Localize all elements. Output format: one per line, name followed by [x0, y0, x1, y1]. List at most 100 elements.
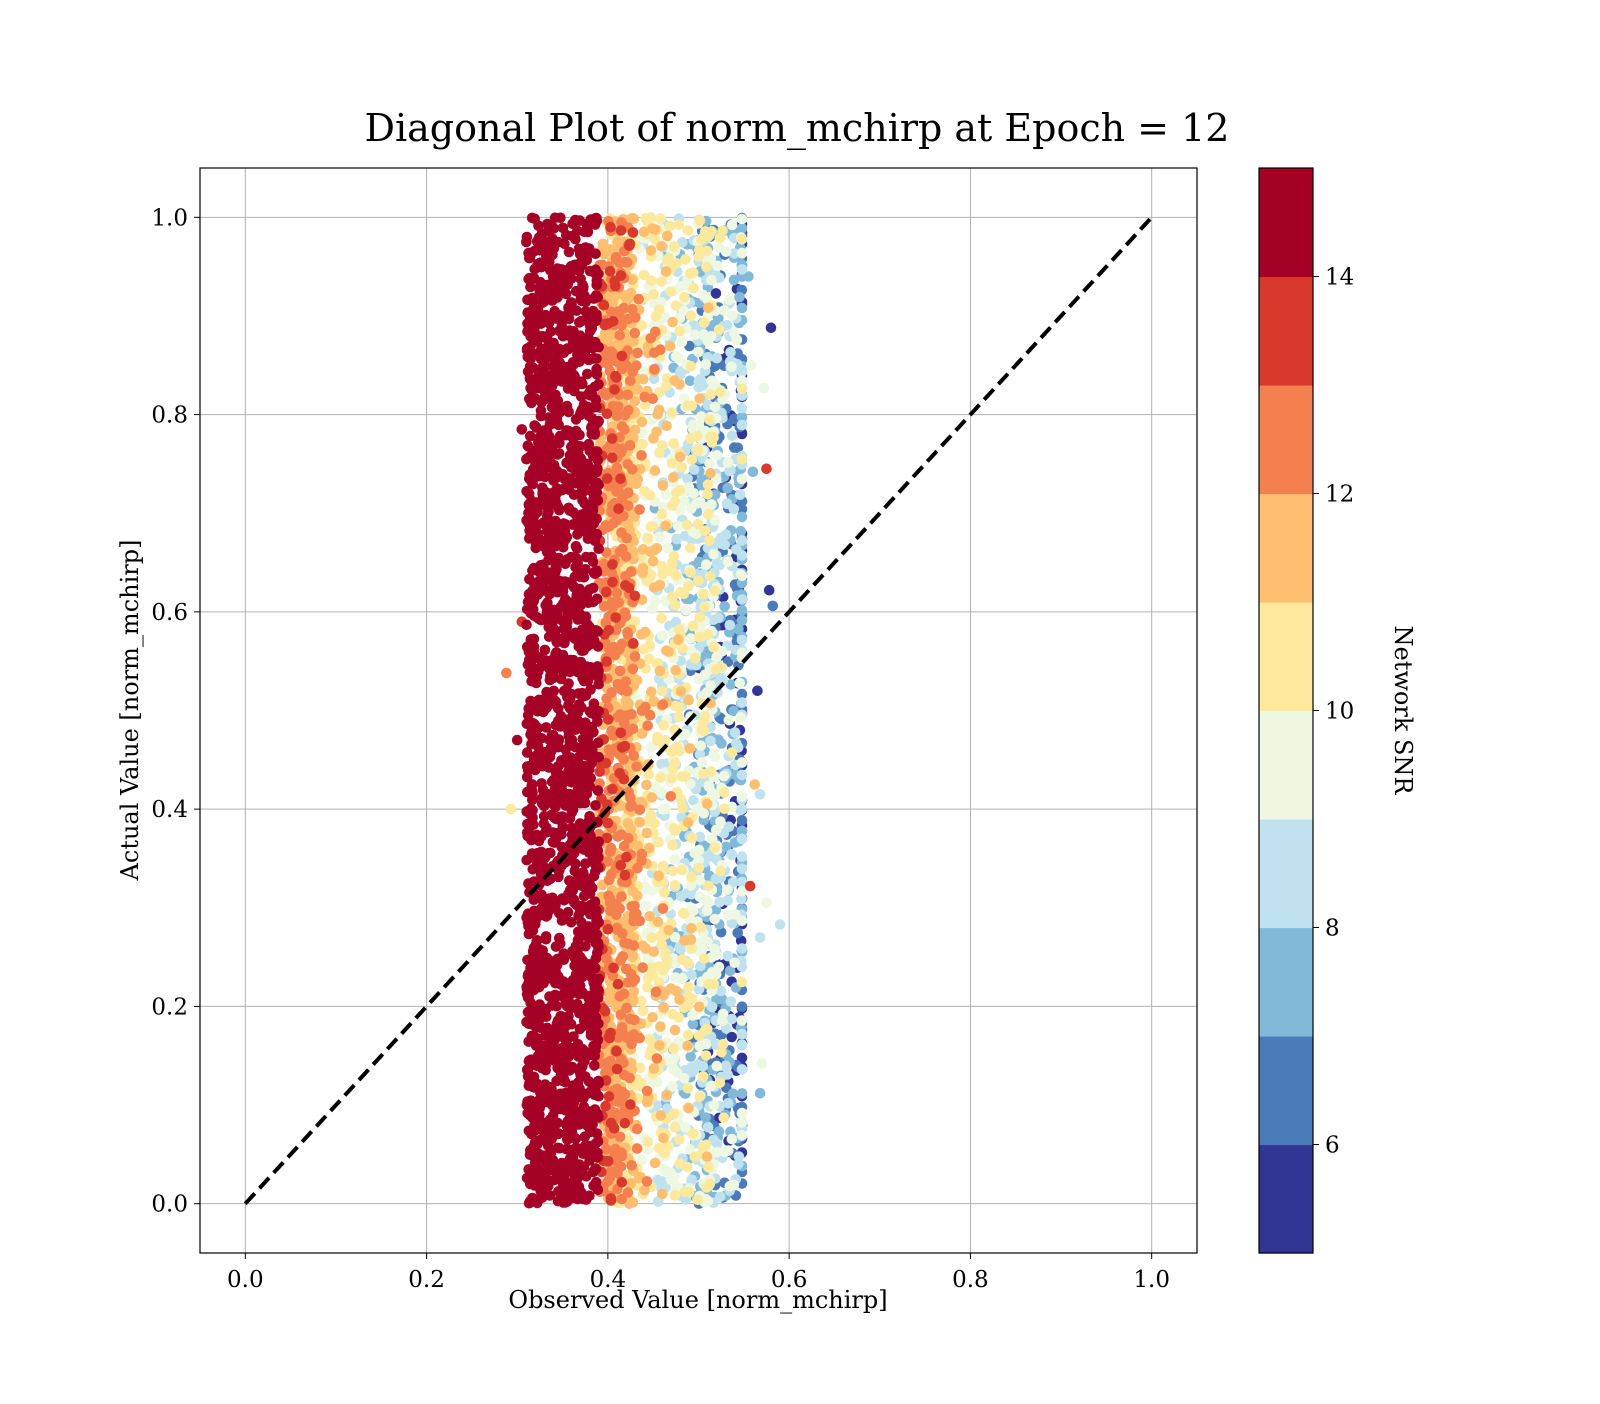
scatter-point	[720, 1147, 731, 1158]
scatter-point	[703, 979, 714, 990]
scatter-point	[650, 327, 661, 338]
scatter-point	[615, 666, 626, 677]
scatter-point	[694, 1092, 705, 1103]
scatter-point	[638, 563, 649, 574]
scatter-point	[591, 1086, 602, 1097]
scatter-point	[609, 1123, 620, 1134]
scatter-point	[676, 686, 687, 697]
scatter-point	[647, 885, 658, 896]
scatter-point	[683, 1083, 694, 1094]
scatter-point	[688, 1128, 699, 1139]
scatter-point	[709, 842, 720, 853]
scatter-point	[547, 551, 558, 562]
scatter-point	[550, 313, 561, 324]
scatter-point	[685, 1051, 696, 1062]
scatter-point	[602, 409, 613, 420]
scatter-point	[620, 580, 631, 591]
scatter-point	[682, 1040, 693, 1051]
scatter-point	[658, 1164, 669, 1175]
scatter-point	[708, 549, 719, 560]
scatter-point	[702, 1024, 713, 1035]
scatter-point	[710, 402, 721, 413]
scatter-point	[639, 486, 650, 497]
scatter-point	[694, 845, 705, 856]
scatter-point	[711, 664, 722, 675]
scatter-point	[652, 543, 663, 554]
scatter-point	[501, 668, 512, 679]
scatter-point	[660, 948, 671, 959]
scatter-point	[639, 227, 650, 238]
scatter-point	[539, 1009, 550, 1020]
scatter-point	[600, 1101, 611, 1112]
scatter-point	[686, 872, 697, 883]
scatter-point	[654, 532, 665, 543]
scatter-point	[703, 337, 714, 348]
scatter-point	[612, 831, 623, 842]
scatter-point	[685, 543, 696, 554]
scatter-point	[625, 239, 636, 250]
scatter-point	[729, 957, 740, 968]
scatter-point	[698, 1071, 709, 1082]
scatter-point	[659, 1002, 670, 1013]
scatter-point	[646, 687, 657, 698]
scatter-point	[593, 1076, 604, 1087]
scatter-point	[727, 1134, 738, 1145]
scatter-point	[684, 1187, 695, 1198]
scatter-point	[610, 442, 621, 453]
scatter-point	[683, 1103, 694, 1114]
scatter-point	[642, 1176, 653, 1187]
scatter-point	[642, 720, 653, 731]
scatter-point	[610, 281, 621, 292]
scatter-point	[737, 1015, 748, 1026]
scatter-point	[715, 387, 726, 398]
scatter-point	[656, 613, 667, 624]
scatter-point	[695, 497, 706, 508]
scatter-point	[642, 1086, 653, 1097]
scatter-point	[737, 1130, 748, 1141]
scatter-point	[522, 326, 533, 337]
scatter-point	[698, 1061, 709, 1072]
scatter-point	[670, 758, 681, 769]
scatter-point	[659, 887, 670, 898]
scatter-point	[731, 544, 742, 555]
scatter-point	[705, 1179, 716, 1190]
scatter-point	[576, 793, 587, 804]
scatter-point	[590, 213, 601, 224]
scatter-point	[719, 771, 730, 782]
scatter-point	[612, 588, 623, 599]
scatter-point	[703, 231, 714, 242]
scatter-point	[667, 745, 678, 756]
scatter-point	[670, 854, 681, 865]
scatter-point	[704, 414, 715, 425]
scatter-point	[543, 617, 554, 628]
scatter-point	[677, 865, 688, 876]
scatter-point	[712, 353, 723, 364]
scatter-point	[737, 605, 748, 616]
scatter-point	[636, 450, 647, 461]
scatter-point	[698, 1141, 709, 1152]
scatter-point	[574, 430, 585, 441]
scatter-point	[695, 215, 706, 226]
scatter-point	[606, 843, 617, 854]
scatter-point	[721, 246, 732, 257]
scatter-point	[703, 1122, 714, 1133]
scatter-point	[559, 912, 570, 923]
scatter-point	[524, 1126, 535, 1137]
scatter-point	[571, 722, 582, 733]
scatter-point	[670, 1025, 681, 1036]
scatter-point	[604, 625, 615, 636]
scatter-point	[525, 252, 536, 263]
scatter-point	[696, 740, 707, 751]
scatter-point	[658, 720, 669, 731]
scatter-point	[746, 360, 757, 371]
scatter-point	[737, 1039, 748, 1050]
scatter-point	[661, 266, 672, 277]
scatter-point	[671, 300, 682, 311]
scatter-point	[579, 891, 590, 902]
scatter-point	[540, 827, 551, 838]
scatter-point	[734, 1151, 745, 1162]
scatter-point	[604, 1091, 615, 1102]
scatter-point	[632, 348, 643, 359]
scatter-point	[737, 1088, 748, 1099]
scatter-point	[637, 417, 648, 428]
